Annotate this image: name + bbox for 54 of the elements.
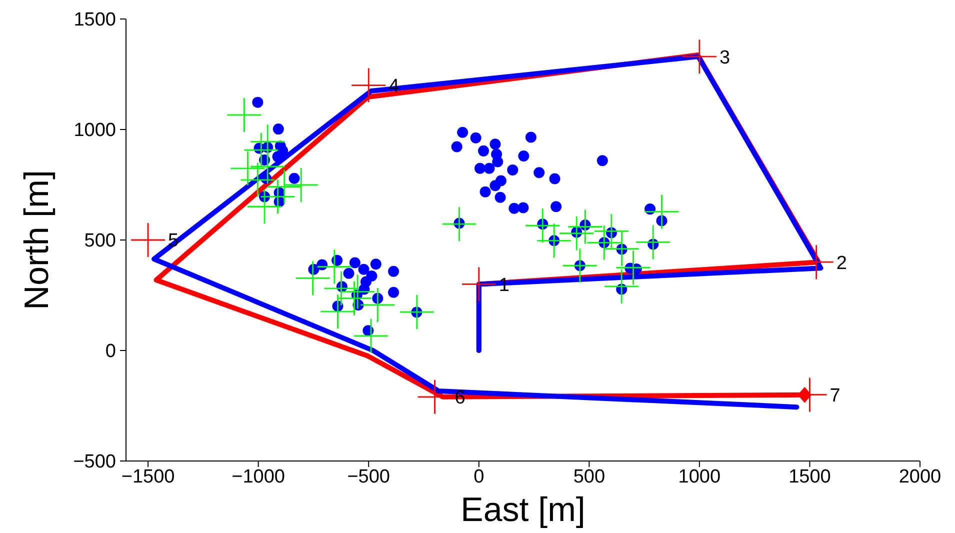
point — [267, 170, 302, 204]
point — [250, 150, 285, 184]
point — [337, 281, 372, 316]
x-tick-label: 1500 — [788, 466, 831, 488]
point — [526, 208, 560, 243]
y-tick-label: −500 — [73, 452, 116, 473]
point — [131, 223, 166, 257]
point — [594, 214, 628, 248]
point — [244, 133, 278, 168]
x-tick-label: 0 — [474, 466, 484, 488]
point — [682, 40, 716, 74]
point — [284, 168, 318, 202]
point — [317, 250, 352, 284]
point — [324, 271, 358, 306]
y-tick-label: 500 — [84, 230, 116, 252]
point — [340, 274, 375, 309]
point — [587, 226, 622, 260]
point — [644, 194, 679, 229]
point — [354, 318, 388, 353]
point — [604, 232, 639, 266]
point — [227, 98, 262, 132]
point — [562, 248, 597, 283]
x-tick-label: 2000 — [898, 466, 942, 488]
point — [352, 68, 386, 102]
point — [360, 288, 395, 322]
point — [636, 225, 670, 260]
point — [230, 151, 265, 186]
y-axis-title: North [m] — [18, 170, 56, 310]
y-tick-label: 1000 — [74, 120, 116, 142]
annotation: 3 — [719, 47, 730, 68]
point — [568, 210, 602, 244]
point — [260, 180, 295, 214]
x-axis-title: East [m] — [460, 491, 586, 529]
point — [560, 216, 594, 250]
x-tick-label: −500 — [347, 466, 390, 488]
point — [320, 294, 355, 329]
point — [442, 207, 476, 242]
y-tick-label: 0 — [105, 341, 116, 362]
annotation: 7 — [830, 385, 840, 406]
x-tick-label: 1000 — [678, 466, 721, 488]
point — [248, 190, 282, 224]
y-tick-label: 1500 — [74, 10, 116, 31]
point — [400, 295, 434, 330]
annotation: 2 — [836, 252, 847, 274]
point — [462, 267, 496, 302]
point — [616, 250, 650, 285]
point — [240, 162, 275, 197]
point — [798, 386, 812, 403]
x-tick-label: 500 — [573, 466, 606, 488]
point — [296, 261, 330, 296]
x-tick-label: −1000 — [232, 466, 286, 488]
x-tick-label: −1500 — [121, 466, 175, 488]
point — [537, 224, 572, 258]
point — [604, 269, 639, 304]
